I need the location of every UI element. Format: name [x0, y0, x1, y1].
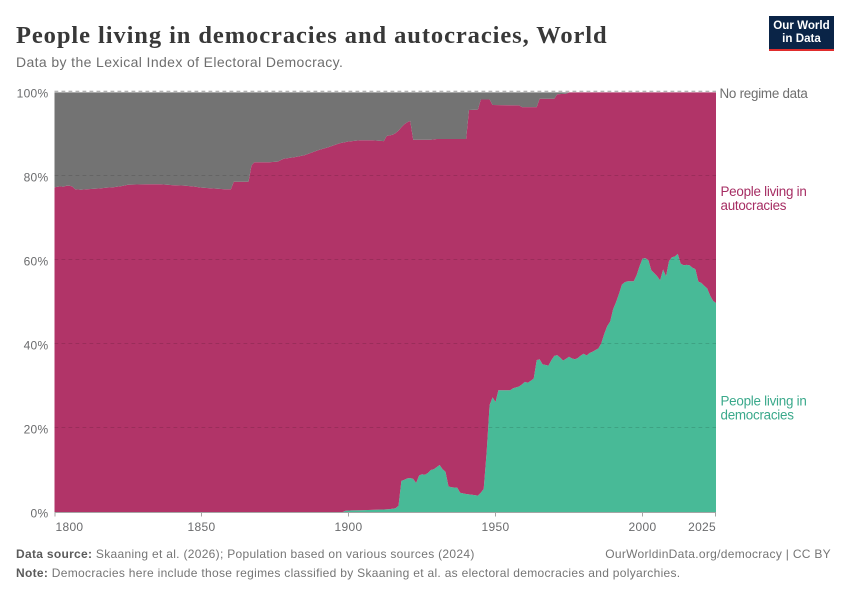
svg-text:80%: 80% [24, 170, 49, 184]
svg-text:autocracies: autocracies [721, 198, 787, 213]
svg-text:0%: 0% [31, 506, 49, 520]
svg-text:1900: 1900 [335, 520, 363, 534]
svg-text:People living in: People living in [721, 394, 807, 409]
svg-text:60%: 60% [24, 254, 49, 268]
svg-text:1850: 1850 [188, 520, 216, 534]
svg-text:democracies: democracies [721, 408, 795, 423]
svg-text:2000: 2000 [629, 520, 657, 534]
svg-text:1800: 1800 [56, 520, 84, 534]
svg-text:20%: 20% [24, 422, 49, 436]
svg-text:40%: 40% [24, 338, 49, 352]
svg-text:2025: 2025 [688, 520, 716, 534]
svg-text:No regime data: No regime data [720, 86, 809, 101]
svg-text:People living in: People living in [721, 184, 807, 199]
svg-text:1950: 1950 [482, 520, 510, 534]
svg-text:100%: 100% [17, 86, 49, 100]
